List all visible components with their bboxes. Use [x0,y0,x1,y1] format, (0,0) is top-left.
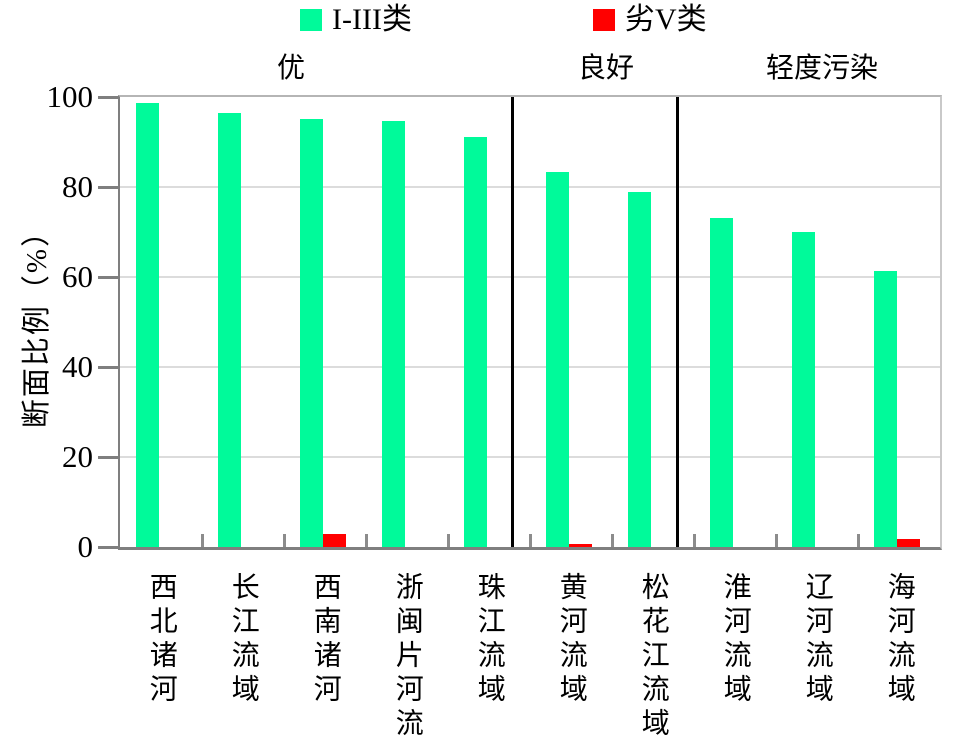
legend-label-i-iii: I-III类 [332,3,412,36]
x-category-label-6: 松花江流域 [637,572,669,742]
x-category-label-0: 西北诸河 [145,572,177,708]
bar-i-iii-cat1 [217,113,241,547]
x-axis-tick [446,534,450,547]
section-label-good: 良好 [577,53,635,84]
legend-label-inferior-v: 劣V类 [625,3,707,36]
x-axis-tick [282,534,286,547]
bar-i-iii-cat7 [709,217,733,547]
legend-swatch-inferior-v [593,9,615,31]
bar-i-iii-cat0 [135,103,159,547]
x-category-label-9: 海河流域 [883,572,915,708]
y-tick-mark-40 [98,365,118,369]
x-axis-tick [364,534,368,547]
x-category-label-7: 淮河流域 [719,572,751,708]
gridline-60 [120,276,940,278]
bar-inferior-v-cat9 [896,539,920,547]
y-tick-label-40: 40 [62,349,93,384]
bar-i-iii-cat3 [381,121,405,547]
gridline-20 [120,456,940,458]
y-tick-label-0: 0 [77,529,94,564]
bar-inferior-v-cat5 [568,544,592,547]
section-divider-2 [676,97,680,547]
y-tick-mark-80 [98,185,118,189]
plot-area [118,95,942,550]
y-tick-label-60: 60 [62,259,93,294]
legend-item-i-iii: I-III类 [300,3,412,36]
section-divider-1 [511,97,515,547]
x-axis-tick [200,534,204,547]
y-tick-mark-20 [98,455,118,459]
x-axis-tick [692,534,696,547]
legend-swatch-i-iii [300,9,322,31]
y-tick-mark-0 [98,545,118,549]
y-tick-mark-100 [98,95,118,99]
y-tick-mark-60 [98,275,118,279]
x-axis-tick [610,534,614,547]
gridline-80 [120,186,940,188]
bar-i-iii-cat5 [545,171,569,547]
x-axis-tick [528,534,532,547]
y-tick-label-100: 100 [46,79,94,114]
x-axis-tick [856,534,860,547]
section-label-light-pollution: 轻度污染 [765,53,879,84]
x-category-label-3: 浙闽片河流 [391,572,423,742]
x-category-label-8: 辽河流域 [801,572,833,708]
bar-i-iii-cat2 [299,118,323,547]
y-axis-title: 断面比例（%） [21,215,53,429]
x-category-label-5: 黄河流域 [555,572,587,708]
y-tick-label-80: 80 [62,169,93,204]
section-label-excellent: 优 [276,53,306,84]
x-axis-tick [774,534,778,547]
bar-inferior-v-cat2 [322,533,346,547]
x-category-label-4: 珠江流域 [473,572,505,708]
y-tick-label-20: 20 [62,439,93,474]
legend-item-inferior-v: 劣V类 [593,3,707,36]
bar-i-iii-cat6 [627,192,651,547]
x-category-label-1: 长江流域 [227,572,259,708]
bar-i-iii-cat9 [873,271,897,547]
bar-i-iii-cat8 [791,232,815,547]
x-category-label-2: 西南诸河 [309,572,341,708]
bar-i-iii-cat4 [463,136,487,547]
gridline-40 [120,366,940,368]
